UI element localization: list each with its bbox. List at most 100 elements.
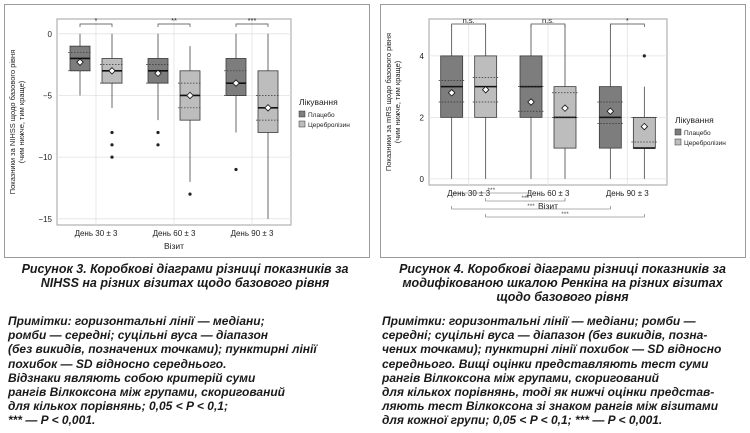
y-tick-label: −15 (38, 215, 52, 224)
box-cerebrolysin-2 (178, 46, 202, 196)
mrs-chart-panel: 0 2 4 День 30 ± 3 День 60 ± 3 День 90 ± 3 Візи… (380, 4, 746, 258)
significance-label: * (95, 16, 98, 25)
x-axis-title: Візит (538, 201, 558, 211)
y-axis-title: Показники за mRS щодо базового рівня (384, 33, 393, 171)
visit-comparison-label: *** (522, 195, 530, 202)
mean-diamond (447, 89, 456, 97)
outlier-point (110, 143, 114, 147)
legend: Лікування Плацебо Церебролізин (298, 97, 350, 129)
legend-title: Лікування (675, 115, 714, 125)
legend-swatch (674, 128, 682, 136)
notes-line: Примітки: горизонтальні лінії — медіани; (8, 314, 265, 328)
notes-line: похибок — SD відносно середнього. (8, 356, 227, 371)
outlier-point (110, 155, 114, 159)
legend-title: Лікування (299, 97, 338, 107)
box-iqr (632, 116, 656, 149)
mean-diamond (186, 91, 194, 100)
visit-comparison-label: *** (527, 203, 535, 210)
significance-label: n.s. (542, 16, 554, 25)
significance-bracket (235, 23, 269, 27)
mean-diamond (561, 104, 569, 112)
x-tick-label: День 30 ± 3 (75, 229, 118, 238)
mean-diamond (264, 104, 272, 112)
notes-line: *** — P < 0,001. (8, 413, 96, 428)
x-axis-title: Візит (164, 241, 184, 251)
box-cerebrolysin-3 (256, 33, 280, 219)
y-tick-label: −10 (38, 153, 52, 162)
nihss-boxplot: 0 −5 −10 −15 День 30 ± 3 День 60 ± 3 День 90 ±… (8, 16, 350, 251)
significance-label: n.s. (463, 16, 475, 25)
y-tick-label: −5 (43, 91, 53, 100)
significance-label: ** (171, 16, 177, 25)
outlier-point (156, 143, 160, 147)
notes-line: середні; суцільні вуса — діапазон (без в… (382, 328, 708, 343)
legend-item-label: Плацебо (684, 129, 711, 137)
notes-line: Відзнаки являють собою критерій суми (8, 370, 256, 385)
x-tick-label: День 30 ± 3 (447, 189, 490, 198)
notes-line: (без викидів, позначених точками); пункт… (8, 342, 317, 357)
box-placebo-3 (224, 33, 248, 172)
legend-item-label: Церебролізин (308, 121, 350, 129)
legend: Лікування Плацебо Церебролізин (674, 115, 726, 147)
figure-4-notes: Примітки: горизонтальні лінії — медіани;… (382, 314, 746, 428)
notes-line: для кожної групи; 0,05 < P < 0,1; *** — … (382, 413, 663, 428)
outlier-point (642, 54, 646, 58)
y-axis-title: Показники за NIHSS щодо базового рівня (8, 50, 17, 195)
visit-comparison-bracket (451, 190, 532, 194)
mean-diamond (606, 107, 615, 115)
legend-swatch (298, 120, 306, 128)
box-placebo-1 (438, 25, 465, 179)
x-tick-label: День 90 ± 3 (606, 189, 649, 198)
box-placebo-3 (597, 25, 624, 179)
notes-line: рангів Вілкоксона між групами, скоригова… (8, 385, 286, 400)
box-cerebrolysin-2 (552, 25, 578, 179)
notes-line: чених точками); пунктирні лінії похибок … (382, 342, 722, 357)
notes-line: рангів Вілкоксона між групами, скоригова… (382, 370, 660, 385)
outlier-point (234, 167, 238, 172)
y-tick-label: 2 (420, 113, 425, 122)
figure-3-notes: Примітки: горизонтальні лінії — медіани;… (8, 314, 368, 428)
nihss-chart-panel: 0 −5 −10 −15 День 30 ± 3 День 60 ± 3 День 90 ±… (4, 4, 370, 258)
box-cerebrolysin-1 (100, 33, 124, 159)
mean-diamond (481, 85, 490, 94)
visit-comparison-bracket (485, 198, 566, 202)
notes-line: ляють тест Вілкоксона зі знаком рангів м… (382, 399, 719, 414)
box-placebo-1 (68, 33, 92, 96)
legend-swatch (674, 138, 682, 146)
visit-comparison-label: *** (488, 187, 496, 194)
outlier-point (110, 130, 114, 135)
significance-bracket (609, 23, 645, 27)
notes-line: Примітки: горизонтальні лінії — медіани;… (382, 314, 696, 328)
visit-comparison-bracket (451, 206, 611, 210)
x-tick-label: День 60 ± 3 (527, 189, 570, 198)
y-tick-label: 0 (48, 30, 53, 39)
mean-diamond (154, 69, 162, 78)
mean-diamond (640, 122, 649, 131)
visit-comparison-label: *** (561, 211, 569, 218)
notes-line: для кількох порівнянь, тоді як нижчі оці… (382, 385, 715, 400)
legend-item-label: Церебролізин (684, 139, 726, 147)
mean-diamond (232, 79, 240, 87)
y-tick-label: 0 (420, 175, 425, 184)
significance-label: *** (248, 16, 257, 25)
figure-3-caption: Рисунок 3. Коробкові діаграми різниці по… (21, 262, 349, 290)
significance-label: * (626, 16, 629, 25)
notes-line: для кількох порівнянь; 0,05 < P < 0,1; (8, 399, 228, 414)
significance-bracket (79, 23, 113, 27)
x-tick-label: День 90 ± 3 (231, 229, 274, 238)
notes-line: ромби — середні; суцільні вуса — діапазо… (8, 328, 269, 343)
mean-diamond (76, 58, 84, 66)
box-iqr (225, 58, 247, 96)
legend-swatch (298, 110, 306, 118)
box-placebo-2 (146, 33, 170, 147)
box-iqr (257, 70, 279, 133)
box-cerebrolysin-1 (472, 25, 499, 179)
x-tick-label: День 60 ± 3 (153, 229, 196, 238)
figure-4-caption: Рисунок 4. Коробкові діаграми різниці по… (399, 262, 726, 304)
significance-bracket (530, 23, 566, 27)
mean-diamond (527, 98, 535, 106)
y-tick-label: 4 (420, 52, 425, 61)
visit-comparison-bracket (485, 214, 645, 218)
significance-bracket (157, 23, 191, 27)
mrs-boxplot: 0 2 4 День 30 ± 3 День 60 ± 3 День 90 ± 3 Візи… (384, 16, 726, 218)
